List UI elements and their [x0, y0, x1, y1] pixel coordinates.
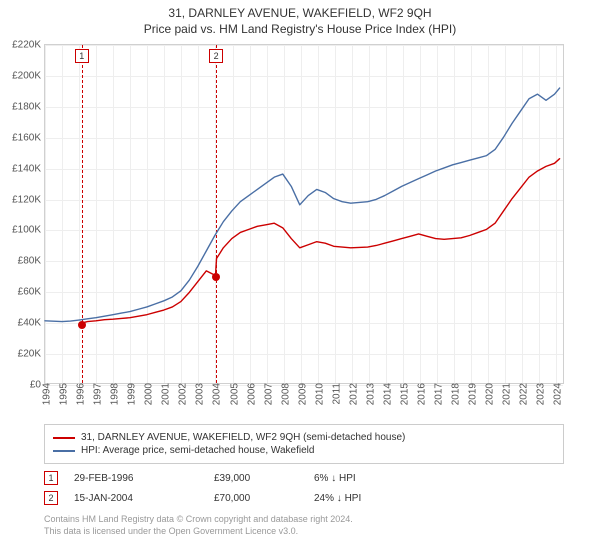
sale-row-price: £39,000: [214, 473, 314, 484]
x-tick-label: 2020: [481, 383, 496, 405]
legend-swatch: [53, 437, 75, 439]
series-line-hpi: [45, 88, 560, 322]
y-tick-label: £100K: [12, 225, 45, 236]
x-tick-label: 2000: [140, 383, 155, 405]
legend-item: 31, DARNLEY AVENUE, WAKEFIELD, WF2 9QH (…: [53, 431, 555, 444]
sale-row-badge: 2: [44, 491, 58, 505]
y-tick-label: £200K: [12, 70, 45, 81]
x-tick-label: 2023: [532, 383, 547, 405]
y-tick-label: £20K: [18, 349, 45, 360]
x-tick-label: 2009: [293, 383, 308, 405]
x-tick-label: 2019: [464, 383, 479, 405]
x-tick-label: 2013: [361, 383, 376, 405]
x-tick-label: 2015: [396, 383, 411, 405]
x-tick-label: 1996: [72, 383, 87, 405]
chart-plot-area: £0£20K£40K£60K£80K£100K£120K£140K£160K£1…: [44, 44, 564, 384]
sale-row-price: £70,000: [214, 493, 314, 504]
x-tick-label: 1995: [55, 383, 70, 405]
y-tick-label: £120K: [12, 194, 45, 205]
x-tick-label: 1997: [89, 383, 104, 405]
legend-swatch: [53, 450, 75, 452]
x-tick-label: 2022: [515, 383, 530, 405]
legend-label: 31, DARNLEY AVENUE, WAKEFIELD, WF2 9QH (…: [81, 432, 405, 443]
sale-row-date: 29-FEB-1996: [74, 473, 214, 484]
x-tick-label: 1999: [123, 383, 138, 405]
y-tick-label: £140K: [12, 163, 45, 174]
x-tick-label: 2021: [498, 383, 513, 405]
chart-subtitle: Price paid vs. HM Land Registry's House …: [0, 22, 600, 36]
legend-item: HPI: Average price, semi-detached house,…: [53, 444, 555, 457]
x-tick-label: 2012: [344, 383, 359, 405]
y-tick-label: £60K: [18, 287, 45, 298]
x-tick-label: 2001: [157, 383, 172, 405]
attribution-line-2: This data is licensed under the Open Gov…: [44, 526, 564, 538]
x-tick-label: 2018: [447, 383, 462, 405]
x-tick-label: 2005: [225, 383, 240, 405]
attribution-line-1: Contains HM Land Registry data © Crown c…: [44, 514, 564, 526]
sale-row-badge: 1: [44, 471, 58, 485]
sale-row-delta: 6% ↓ HPI: [314, 473, 414, 484]
x-tick-label: 2006: [242, 383, 257, 405]
chart-title: 31, DARNLEY AVENUE, WAKEFIELD, WF2 9QH: [0, 6, 600, 20]
x-tick-label: 2008: [276, 383, 291, 405]
x-tick-label: 2004: [208, 383, 223, 405]
x-tick-label: 2007: [259, 383, 274, 405]
sale-row: 1 29-FEB-1996£39,0006% ↓ HPI: [44, 468, 564, 488]
legend: 31, DARNLEY AVENUE, WAKEFIELD, WF2 9QH (…: [44, 424, 564, 464]
sales-table: 1 29-FEB-1996£39,0006% ↓ HPI 2 15-JAN-2004£…: [44, 468, 564, 508]
attribution-text: Contains HM Land Registry data © Crown c…: [44, 514, 564, 537]
x-tick-label: 2003: [191, 383, 206, 405]
y-tick-label: £160K: [12, 132, 45, 143]
x-tick-label: 2011: [327, 383, 342, 405]
x-tick-label: 2014: [378, 383, 393, 405]
chart-lines: [45, 45, 563, 383]
y-tick-label: £180K: [12, 101, 45, 112]
y-tick-label: £40K: [18, 318, 45, 329]
x-tick-label: 2017: [430, 383, 445, 405]
sale-row-delta: 24% ↓ HPI: [314, 493, 414, 504]
x-tick-label: 2010: [310, 383, 325, 405]
y-tick-label: £220K: [12, 40, 45, 51]
series-line-property: [82, 159, 560, 323]
sale-row-date: 15-JAN-2004: [74, 493, 214, 504]
legend-label: HPI: Average price, semi-detached house,…: [81, 445, 314, 456]
x-tick-label: 1998: [106, 383, 121, 405]
x-tick-label: 1994: [38, 383, 53, 405]
x-tick-label: 2002: [174, 383, 189, 405]
sale-row: 2 15-JAN-2004£70,00024% ↓ HPI: [44, 488, 564, 508]
x-tick-label: 2016: [413, 383, 428, 405]
y-tick-label: £80K: [18, 256, 45, 267]
x-tick-label: 2024: [549, 383, 564, 405]
